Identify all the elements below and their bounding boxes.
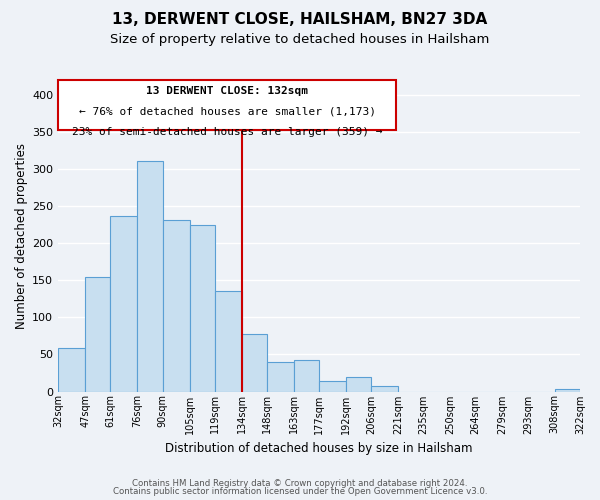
Text: Contains public sector information licensed under the Open Government Licence v3: Contains public sector information licen… — [113, 487, 487, 496]
Text: ← 76% of detached houses are smaller (1,173): ← 76% of detached houses are smaller (1,… — [79, 106, 376, 117]
Bar — [137, 161, 163, 392]
Bar — [294, 360, 319, 392]
Bar — [58, 348, 85, 392]
X-axis label: Distribution of detached houses by size in Hailsham: Distribution of detached houses by size … — [166, 442, 473, 455]
Bar — [190, 226, 215, 392]
Bar — [215, 292, 242, 392]
Bar — [267, 362, 294, 392]
Bar — [163, 220, 190, 392]
FancyBboxPatch shape — [58, 80, 397, 130]
Bar — [346, 376, 371, 392]
Text: Size of property relative to detached houses in Hailsham: Size of property relative to detached ho… — [110, 32, 490, 46]
Text: 13 DERWENT CLOSE: 132sqm: 13 DERWENT CLOSE: 132sqm — [146, 86, 308, 96]
Bar — [555, 388, 580, 392]
Bar — [242, 334, 267, 392]
Bar — [319, 381, 346, 392]
Text: 23% of semi-detached houses are larger (359) →: 23% of semi-detached houses are larger (… — [72, 126, 383, 136]
Y-axis label: Number of detached properties: Number of detached properties — [15, 143, 28, 329]
Text: Contains HM Land Registry data © Crown copyright and database right 2024.: Contains HM Land Registry data © Crown c… — [132, 478, 468, 488]
Bar — [110, 216, 137, 392]
Bar — [85, 276, 110, 392]
Bar — [371, 386, 398, 392]
Text: 13, DERWENT CLOSE, HAILSHAM, BN27 3DA: 13, DERWENT CLOSE, HAILSHAM, BN27 3DA — [112, 12, 488, 28]
